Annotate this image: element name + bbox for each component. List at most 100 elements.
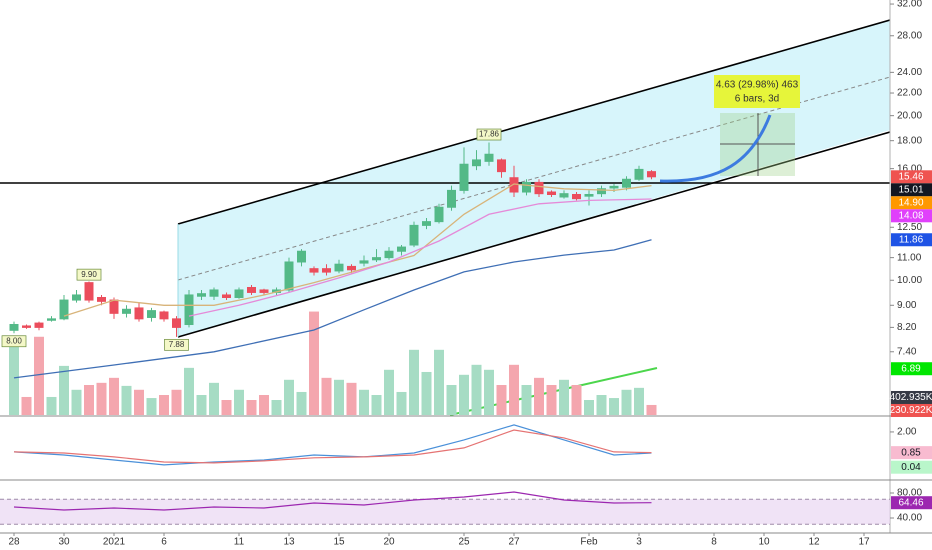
volume-bar — [571, 385, 582, 415]
candle-body — [572, 193, 581, 200]
candle-body — [597, 188, 606, 195]
y-tick-label: 7.40 — [897, 346, 917, 357]
price-label-box — [76, 268, 102, 281]
indicator-line — [13, 424, 652, 466]
y-tick-label: 24.00 — [897, 67, 922, 78]
volume-bar — [209, 382, 219, 415]
candle-body — [609, 185, 619, 189]
volume-bar — [584, 400, 594, 415]
y-tick-label: 11.00 — [897, 252, 922, 263]
candle-body — [409, 224, 419, 246]
price-label-box — [1, 335, 27, 348]
candle-body — [109, 299, 119, 314]
volume-bar — [521, 385, 532, 415]
candle-body — [222, 294, 231, 298]
value-tag — [891, 170, 932, 184]
candle-body — [309, 268, 319, 273]
value-tag-label: 14.08 — [898, 210, 923, 221]
volume-bar — [609, 398, 619, 415]
y-tick-label: 32.00 — [897, 0, 922, 10]
indicator-line — [13, 429, 652, 464]
candle-body — [297, 250, 306, 263]
candle-body — [9, 324, 19, 331]
price-label-box — [164, 338, 189, 351]
candle-body — [459, 163, 469, 191]
volume-bar — [34, 336, 44, 415]
candle-body — [59, 299, 69, 320]
x-tick-label: 25 — [458, 537, 470, 548]
candle-body — [147, 310, 156, 318]
volume-bar — [284, 379, 294, 415]
candle-body — [122, 308, 131, 314]
value-tag — [891, 209, 932, 223]
volume-bar — [409, 349, 419, 415]
volume-bar — [146, 398, 157, 415]
candle-body — [322, 268, 331, 273]
value-tag-label: 6.89 — [901, 363, 921, 374]
candle-body — [197, 293, 206, 297]
price-label: 8.00 — [6, 336, 22, 345]
value-tag — [891, 460, 932, 474]
indicator-line — [13, 239, 652, 379]
candle-body — [397, 246, 406, 252]
price-label: 7.88 — [169, 340, 185, 349]
volume-bar — [46, 396, 57, 415]
volume-bar — [384, 369, 394, 415]
candle-body — [184, 294, 194, 326]
volume-bar — [646, 404, 657, 415]
value-tag-label: 11.86 — [899, 234, 924, 245]
value-tag-label: 230.922K — [890, 405, 932, 416]
candle-body — [484, 153, 494, 162]
volume-bar — [184, 367, 194, 415]
candle-body — [584, 193, 594, 197]
candle-body — [72, 294, 81, 301]
candle-body — [34, 322, 44, 328]
volume-bar — [21, 396, 32, 415]
volume-bar — [159, 395, 169, 415]
candle-body — [47, 318, 56, 321]
channel-upper — [177, 19, 891, 225]
volume-bar — [471, 364, 482, 415]
price-label-box — [476, 128, 502, 141]
candle-body — [434, 206, 444, 223]
volume-bar — [71, 389, 82, 415]
candle-body — [647, 171, 656, 178]
measure-label: 6 bars, 3d — [735, 94, 779, 105]
y-tick-label: 16.00 — [897, 163, 922, 174]
candle-body — [372, 257, 381, 261]
volume-bar — [459, 374, 469, 415]
volume-bar — [371, 395, 382, 415]
candle-body — [559, 193, 569, 198]
y-tick-label: 9.00 — [897, 300, 917, 311]
candle-body — [634, 168, 644, 180]
candle-body — [497, 159, 506, 173]
candle-body — [159, 311, 169, 320]
volume-bar — [396, 391, 407, 415]
volume-bar — [434, 349, 444, 415]
y-tick-label: 80.00 — [897, 488, 922, 499]
candle-body — [534, 181, 544, 195]
indicator-line — [188, 198, 652, 317]
volume-bar — [359, 389, 369, 415]
channel-fill — [178, 20, 890, 337]
candle-body — [247, 286, 256, 293]
candle-body — [172, 318, 181, 328]
candle-body — [234, 289, 244, 298]
x-tick-label: 10 — [758, 537, 770, 548]
candle-body — [97, 296, 106, 302]
value-tag — [891, 196, 932, 210]
channel-mid — [177, 76, 891, 281]
y-tick-label: 10.00 — [897, 275, 922, 286]
x-tick-label: 13 — [283, 537, 295, 548]
volume-bar — [546, 385, 557, 415]
x-tick-label: Feb — [580, 537, 598, 548]
measure-label-box — [714, 75, 800, 108]
candle-body — [547, 191, 556, 195]
volume-bar — [234, 389, 244, 415]
value-tag-label: 15.01 — [898, 184, 923, 195]
volume-bar — [109, 377, 119, 415]
volume-bar — [96, 382, 107, 415]
volume-bar — [321, 377, 332, 415]
volume-bar — [346, 382, 357, 415]
